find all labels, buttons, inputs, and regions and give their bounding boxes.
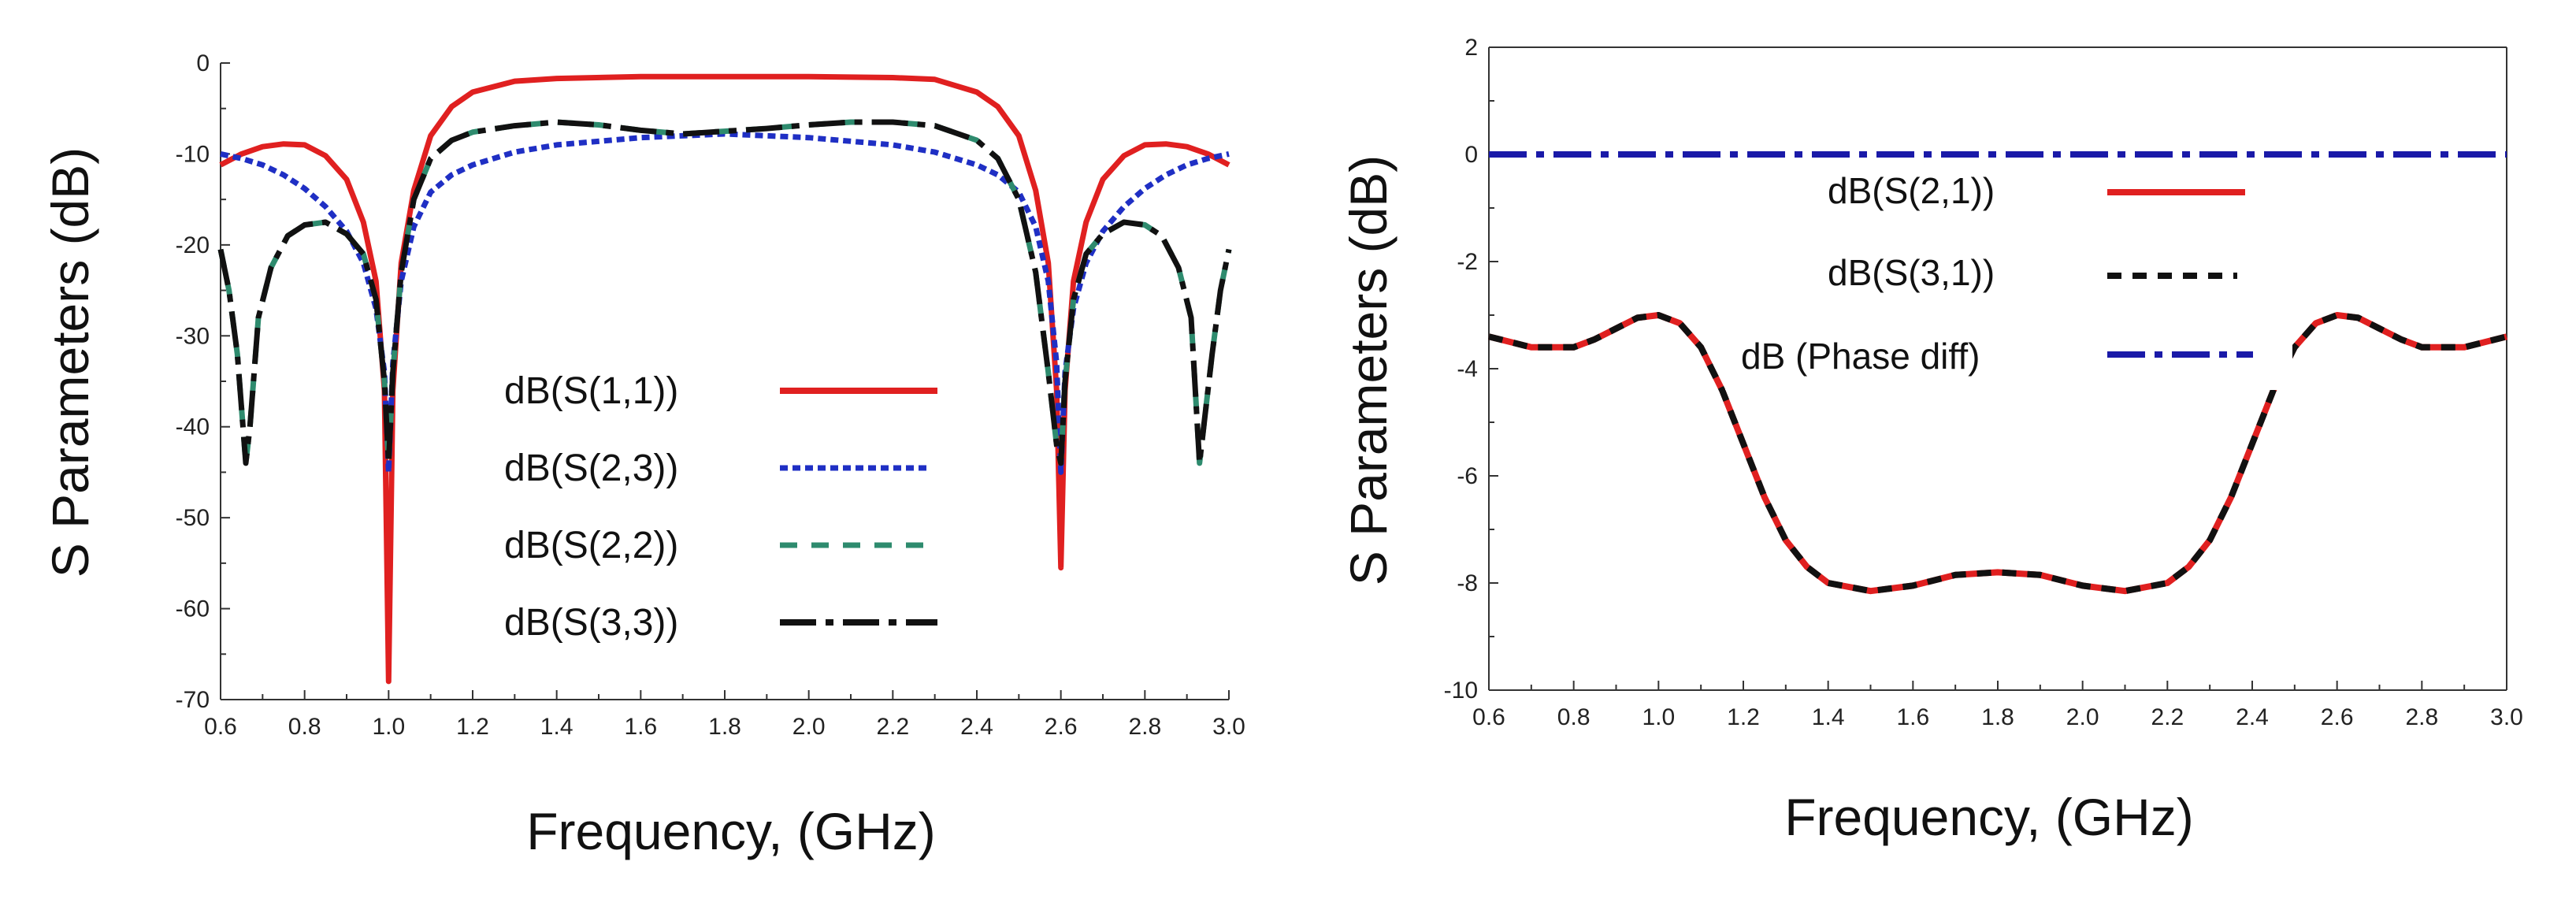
- left-y-tick-label: -20: [176, 232, 210, 258]
- right-x-tick-label: 2.2: [2151, 704, 2184, 730]
- right-y-tick-label: -8: [1457, 570, 1478, 596]
- left-series-db-s-1-1: [219, 73, 1230, 685]
- left-y-tick-label: -10: [176, 141, 210, 167]
- left-x-tick-label: 2.6: [1045, 714, 1078, 740]
- right-y-tick-label: -6: [1457, 463, 1478, 489]
- legend-label-s11: dB(S(1,1)): [504, 370, 678, 412]
- left-x-tick-label: 2.2: [876, 714, 909, 740]
- legend-label-s31: dB(S(3,1)): [1828, 252, 1995, 293]
- right-x-tick-label: 3.0: [2490, 704, 2523, 730]
- left-x-tick-label: 1.4: [540, 714, 573, 740]
- left-y-tick-label: 0: [196, 50, 210, 76]
- right-y-tick-label: -4: [1457, 356, 1478, 382]
- left-series-db-s-3-3: [217, 119, 1232, 466]
- right-series-db-s-2-1: [1488, 312, 2507, 595]
- right-x-tick-label: 2.6: [2321, 704, 2354, 730]
- left-y-axis-title: S Parameters (dB): [41, 147, 99, 578]
- legend-label-phase: dB (Phase diff): [1741, 336, 1980, 377]
- right-legend: dB(S(2,1)) dB(S(3,1)) dB (Phase diff): [1725, 162, 2292, 390]
- right-x-tick-label: 1.2: [1727, 704, 1760, 730]
- left-legend: dB(S(1,1)) dB(S(2,3)) dB(S(2,2)) dB(S(3,…: [504, 370, 937, 644]
- legend-label-s21: dB(S(2,1)): [1828, 170, 1995, 211]
- left-y-tick-label: -40: [176, 414, 210, 440]
- left-x-axis-title: Frequency, (GHz): [526, 802, 936, 860]
- left-x-tick-label: 1.8: [708, 714, 741, 740]
- right-x-tick-label: 1.6: [1896, 704, 1929, 730]
- left-x-tick-label: 2.4: [960, 714, 993, 740]
- left-x-tick-label: 2.0: [792, 714, 826, 740]
- left-chart: S Parameters (dB) Frequency, (GHz) 0.6 0.…: [41, 50, 1245, 860]
- left-x-tick-label: 0.8: [288, 714, 321, 740]
- left-y-tick-label: -50: [176, 505, 210, 531]
- right-chart: S Parameters (dB) Frequency, (GHz) 0.6 0.…: [1339, 35, 2523, 846]
- right-x-tick-label: 2.8: [2405, 704, 2438, 730]
- right-x-axis-title: Frequency, (GHz): [1784, 788, 2194, 846]
- right-x-tick-label: 2.4: [2236, 704, 2269, 730]
- right-y-axis-title: S Parameters (dB): [1339, 155, 1397, 586]
- left-x-tick-label: 1.0: [372, 714, 405, 740]
- right-x-tick-label: 1.8: [1981, 704, 2014, 730]
- left-y-tick-label: -60: [176, 596, 210, 622]
- left-plot-area: 0.6 0.8 1.0 1.2 1.4 1.6 1.8 2.0 2.2 2.4 2.6 2.8 3.0 0…: [176, 50, 1245, 740]
- left-x-tick-label: 2.8: [1128, 714, 1161, 740]
- right-x-tick-label: 0.6: [1472, 704, 1505, 730]
- right-x-tick-label: 0.8: [1557, 704, 1591, 730]
- right-x-tick-label: 1.4: [1812, 704, 1845, 730]
- left-x-tick-label: 1.2: [456, 714, 489, 740]
- right-x-tick-label: 1.0: [1642, 704, 1675, 730]
- legend-label-s23: dB(S(2,3)): [504, 447, 678, 489]
- right-y-tick-label: -10: [1444, 678, 1478, 704]
- right-y-tick-label: -2: [1457, 249, 1478, 275]
- left-x-tick-label: 0.6: [204, 714, 237, 740]
- left-y-tick-label: -30: [176, 323, 210, 349]
- left-x-tick-label: 3.0: [1212, 714, 1245, 740]
- left-series-db-s-2-2: [217, 119, 1232, 466]
- right-plot-area: 0.6 0.8 1.0 1.2 1.4 1.6 1.8 2.0 2.2 2.4 2.6 2.8 3.0 2…: [1444, 35, 2523, 730]
- right-y-tick-label: 0: [1464, 142, 1478, 168]
- legend-label-s33: dB(S(3,3)): [504, 602, 678, 644]
- left-x-tick-label: 1.6: [624, 714, 657, 740]
- legend-label-s22: dB(S(2,2)): [504, 525, 678, 566]
- left-y-tick-label: -70: [176, 687, 210, 713]
- right-y-tick-label: 2: [1464, 35, 1478, 61]
- right-x-tick-label: 2.0: [2066, 704, 2099, 730]
